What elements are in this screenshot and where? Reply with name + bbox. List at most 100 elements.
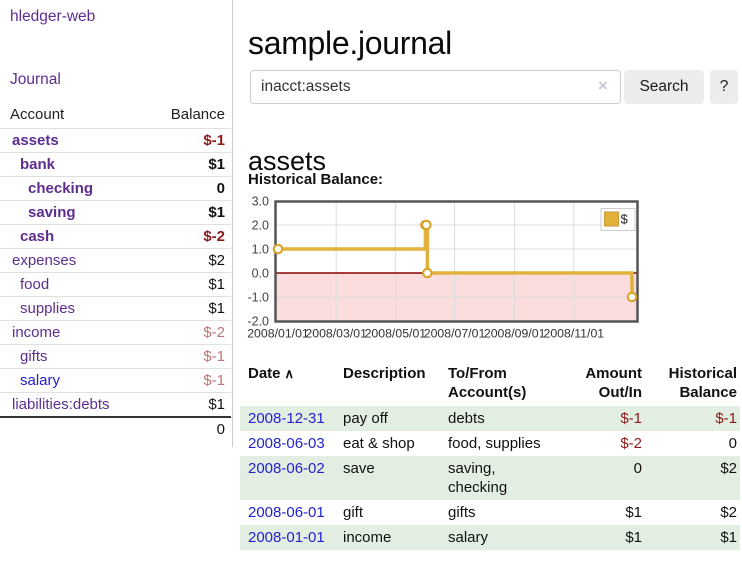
chart-title: Historical Balance: xyxy=(248,171,383,188)
account-balance: $1 xyxy=(208,396,225,413)
account-balance: $1 xyxy=(208,204,225,221)
transaction-date-link[interactable]: 2008-06-03 xyxy=(248,435,325,452)
accounts-header-balance: Balance xyxy=(149,104,231,129)
account-link-liabilities-debts[interactable]: liabilities:debts xyxy=(12,396,110,413)
y-axis-tick-label: 0.0 xyxy=(252,267,269,281)
transaction-amount: $1 xyxy=(555,500,645,525)
accounts-total-value: 0 xyxy=(0,417,231,441)
account-row: expenses$2 xyxy=(0,249,231,273)
transaction-amount: $-2 xyxy=(555,431,645,456)
transaction-date-link[interactable]: 2008-06-02 xyxy=(248,460,325,477)
account-row: saving $1 xyxy=(0,201,231,225)
account-row: bank $1 xyxy=(0,153,231,177)
account-row: gifts $-1 xyxy=(0,345,231,369)
account-link-assets[interactable]: assets xyxy=(12,132,59,149)
transaction-description: eat & shop xyxy=(335,431,440,456)
account-balance: $-1 xyxy=(203,132,225,149)
account-link-income[interactable]: income xyxy=(12,324,60,341)
accounts-header-account: Account xyxy=(0,104,149,129)
column-header-balance: Historical Balance xyxy=(645,362,740,406)
historical-balance-chart: $3.02.01.00.0-1.0-2.02008/01/012008/03/0… xyxy=(240,196,742,352)
transaction-balance: $1 xyxy=(645,525,740,550)
account-link-checking[interactable]: checking xyxy=(28,180,93,197)
transaction-balance: $2 xyxy=(645,500,740,525)
search-input[interactable] xyxy=(250,70,621,104)
register-table: Date∧ Description To/From Account(s) Amo… xyxy=(240,362,740,550)
account-link-cash[interactable]: cash xyxy=(20,228,54,245)
help-button[interactable]: ? xyxy=(710,70,738,104)
account-row: income$-2 xyxy=(0,321,231,345)
transaction-amount: $1 xyxy=(555,525,645,550)
x-axis-tick-label: 2008/11/01 xyxy=(543,327,604,341)
chart-data-point xyxy=(423,269,431,277)
account-row: checking0 xyxy=(0,177,231,201)
y-axis-tick-label: 1.0 xyxy=(252,243,269,257)
x-axis-tick-label: 2008/05/01 xyxy=(365,327,427,341)
account-link-saving[interactable]: saving xyxy=(28,204,76,221)
transaction-accounts: debts xyxy=(440,406,555,431)
account-link-expenses[interactable]: expenses xyxy=(12,252,76,269)
transaction-balance: 0 xyxy=(645,431,740,456)
table-row[interactable]: 2008-01-01incomesalary$1$1 xyxy=(240,525,740,550)
transaction-amount: $-1 xyxy=(555,406,645,431)
column-header-accounts: To/From Account(s) xyxy=(440,362,555,406)
transaction-accounts: salary xyxy=(440,525,555,550)
account-row: assets $-1 xyxy=(0,129,231,153)
column-header-date[interactable]: Date∧ xyxy=(240,362,335,406)
chart-data-point xyxy=(274,245,282,253)
legend-swatch-icon xyxy=(605,212,619,226)
table-row[interactable]: 2008-06-02 savesaving, checking0$2 xyxy=(240,456,740,500)
account-balance: $-1 xyxy=(203,372,225,389)
account-link-gifts[interactable]: gifts xyxy=(20,348,48,365)
transaction-description: gift xyxy=(335,500,440,525)
x-axis-tick-label: 2008/07/01 xyxy=(424,327,486,341)
y-axis-tick-label: -1.0 xyxy=(247,291,269,305)
account-row: liabilities:debts $1 xyxy=(0,393,231,418)
account-link-salary[interactable]: salary xyxy=(20,372,60,389)
y-axis-tick-label: 2.0 xyxy=(252,219,269,233)
sidebar-item-journal[interactable]: Journal xyxy=(10,71,61,89)
transaction-amount: 0 xyxy=(555,456,645,500)
accounts-table: Account Balance assets$-1bank$1checking0… xyxy=(0,104,231,441)
transaction-description: pay off xyxy=(335,406,440,431)
app-brand-link[interactable]: hledger-web xyxy=(10,8,95,26)
transaction-date-link[interactable]: 2008-12-31 xyxy=(248,410,325,427)
account-link-bank[interactable]: bank xyxy=(20,156,55,173)
transaction-date-link[interactable]: 2008-01-01 xyxy=(248,529,325,546)
account-balance: $-1 xyxy=(203,348,225,365)
accounts-total-row: 0 xyxy=(0,417,231,441)
x-axis-tick-label: 2008/01/01 xyxy=(247,327,309,341)
chart-data-point xyxy=(422,221,430,229)
account-link-food[interactable]: food xyxy=(20,276,49,293)
transaction-date-link[interactable]: 2008-06-01 xyxy=(248,504,325,521)
transaction-accounts: saving, checking xyxy=(440,456,555,500)
y-axis-tick-label: 3.0 xyxy=(252,196,269,209)
column-header-amount: Amount Out/In xyxy=(555,362,645,406)
page-title: sample.journal xyxy=(248,25,452,62)
account-row: supplies $1 xyxy=(0,297,231,321)
sort-asc-icon: ∧ xyxy=(285,366,295,381)
account-link-supplies[interactable]: supplies xyxy=(20,300,75,317)
transaction-balance: $2 xyxy=(645,456,740,500)
account-balance: $-2 xyxy=(203,228,225,245)
search-button[interactable]: Search xyxy=(624,70,704,104)
sidebar: hledger-web Journal Account Balance asse… xyxy=(0,0,233,447)
account-row: salary $-1 xyxy=(0,369,231,393)
transaction-accounts: food, supplies xyxy=(440,431,555,456)
clear-icon[interactable]: × xyxy=(598,77,608,94)
account-balance: $1 xyxy=(208,156,225,173)
transaction-description: save xyxy=(335,456,440,500)
x-axis-tick-label: 2008/03/01 xyxy=(305,327,367,341)
account-balance: $1 xyxy=(208,300,225,317)
column-header-description: Description xyxy=(335,362,440,406)
table-row[interactable]: 2008-06-03 eat & shopfood, supplies$-20 xyxy=(240,431,740,456)
transaction-balance: $-1 xyxy=(645,406,740,431)
register-header-row: Date∧ Description To/From Account(s) Amo… xyxy=(240,362,740,406)
account-row: food $1 xyxy=(0,273,231,297)
legend-label: $ xyxy=(621,212,629,227)
account-balance: $1 xyxy=(208,276,225,293)
table-row[interactable]: 2008-12-31pay offdebts$-1$-1 xyxy=(240,406,740,431)
table-row[interactable]: 2008-06-01 giftgifts$1$2 xyxy=(240,500,740,525)
transaction-accounts: gifts xyxy=(440,500,555,525)
account-row: cash $-2 xyxy=(0,225,231,249)
